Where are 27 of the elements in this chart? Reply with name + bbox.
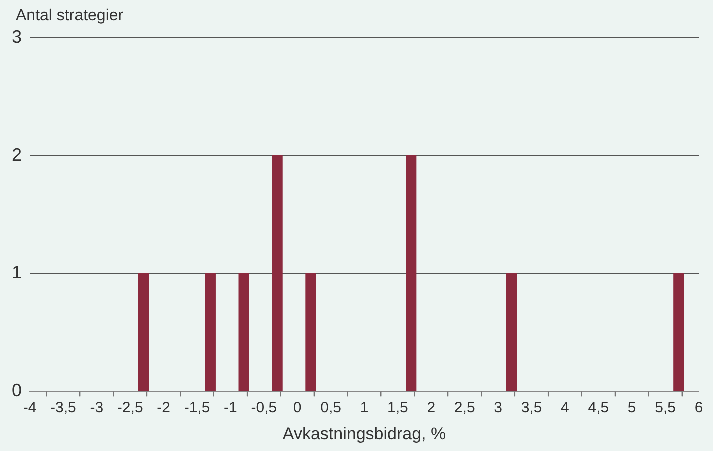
x-tick-label: -2 <box>157 400 170 417</box>
x-tick-label: 2,5 <box>454 400 476 417</box>
x-tick-label: 0,5 <box>320 400 342 417</box>
y-tick-label: 2 <box>12 144 22 165</box>
x-tick-label: -0,5 <box>251 400 278 417</box>
x-tick-label: -1,5 <box>184 400 210 417</box>
x-tick-label: 3,5 <box>521 400 542 417</box>
y-tick-label: 1 <box>12 262 22 283</box>
x-tick-label: 1,5 <box>388 400 408 417</box>
x-tick-label: 1 <box>360 400 369 417</box>
y-tick-label: 3 <box>12 26 22 47</box>
x-tick-label: -3 <box>90 400 104 417</box>
x-tick-label: -1 <box>224 400 238 417</box>
x-tick-label: 6 <box>694 400 704 417</box>
x-tick-label: 4,5 <box>588 400 610 417</box>
x-tick-label: 2 <box>427 400 436 417</box>
x-tick-label: -2,5 <box>117 400 144 417</box>
x-tick-label: -3,5 <box>50 400 76 417</box>
x-tick-label: -4 <box>23 400 37 417</box>
x-tick-label: 3 <box>494 400 502 417</box>
y-axis-title: Antal strategier <box>16 7 124 24</box>
x-axis-title: Avkastningsbidrag, % <box>282 424 446 444</box>
x-tick-label: 4 <box>561 400 570 417</box>
x-tick-label: 0 <box>293 400 302 417</box>
x-tick-label: 5,5 <box>655 400 676 417</box>
x-tick-label: 5 <box>628 400 636 417</box>
y-tick-label: 0 <box>12 380 22 401</box>
